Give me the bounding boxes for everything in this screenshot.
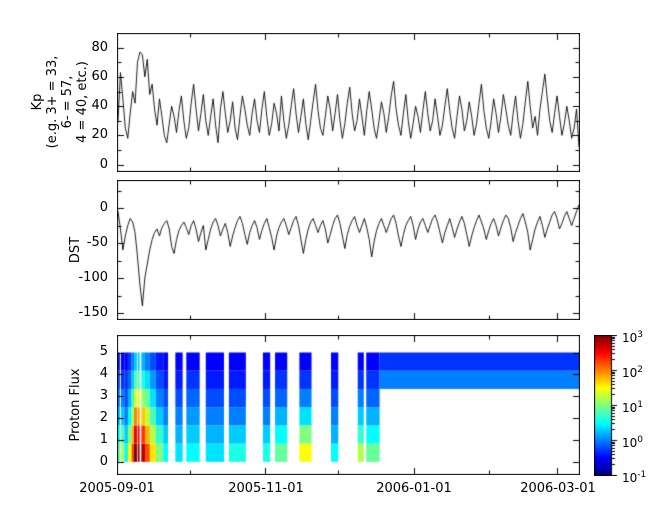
colorbar-tick-1e1: 101 [622, 397, 644, 415]
colorbar-tick-1e2: 102 [622, 362, 644, 380]
flux-ytick-5: 5 [99, 344, 108, 359]
dst-axis-label: DST [68, 236, 83, 264]
kp-ytick-80: 80 [91, 40, 108, 55]
flux-ytick-4: 4 [99, 366, 108, 381]
dst-ytick-0: 0 [99, 200, 108, 215]
flux-ytick-3: 3 [99, 388, 108, 403]
colorbar-tick-1e0: 100 [622, 432, 644, 450]
flux-ytick-0: 0 [99, 454, 108, 469]
kp-ytick-20: 20 [91, 127, 108, 142]
colorbar-tick-1e2-base: 10 [622, 366, 638, 380]
colorbar-tick-1em1-base: 10 [622, 471, 638, 485]
colorbar-tick-1e3: 103 [622, 327, 644, 345]
colorbar-tick-1e0-exp: 0 [637, 435, 644, 445]
xtick-2006-03-01: 2006-03-01 [520, 481, 596, 496]
kp-ytick-40: 40 [91, 98, 108, 113]
dst-ytick-m100: -100 [78, 270, 108, 285]
kp-plot-canvas [117, 33, 580, 172]
proton-flux-heatmap-canvas [117, 335, 580, 475]
colorbar-tick-1e3-exp: 3 [637, 330, 644, 340]
dst-plot-canvas [117, 180, 580, 320]
xtick-2005-09-01: 2005-09-01 [79, 481, 155, 496]
dst-ytick-m150: -150 [78, 305, 108, 320]
colorbar-tick-1e0-base: 10 [622, 436, 638, 450]
dst-ytick-m50: -50 [86, 235, 108, 250]
colorbar-tick-1e1-base: 10 [622, 401, 638, 415]
colorbar-tick-1em1: 10-1 [622, 467, 647, 485]
kp-ytick-0: 0 [99, 157, 108, 172]
flux-ytick-1: 1 [99, 432, 108, 447]
colorbar-tick-1em1-exp: -1 [637, 470, 647, 480]
kp-ytick-60: 60 [91, 69, 108, 84]
colorbar-canvas [594, 335, 624, 476]
xtick-2006-01-01: 2006-01-01 [376, 481, 452, 496]
colorbar-tick-1e1-exp: 1 [637, 400, 644, 410]
flux-ytick-2: 2 [99, 410, 108, 425]
colorbar-tick-1e3-base: 10 [622, 331, 638, 345]
kp-axis-label-line1: Kp [30, 93, 45, 111]
xtick-2005-11-01: 2005-11-01 [228, 481, 304, 496]
colorbar-tick-1e2-exp: 2 [637, 365, 644, 375]
